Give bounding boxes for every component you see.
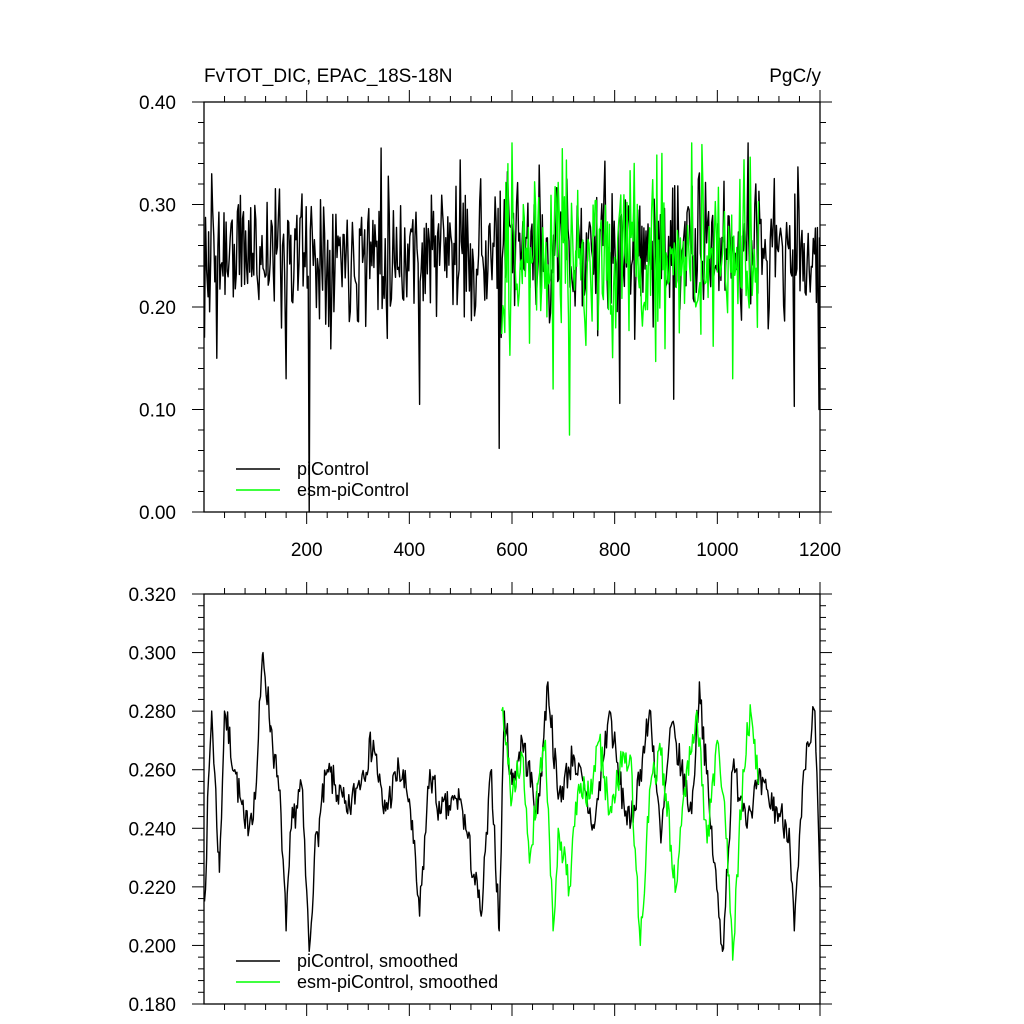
y-tick-label: 0.220 [128,878,176,899]
x-tick-label: 600 [496,540,528,561]
x-tick-label: 1000 [696,540,738,561]
bottom-axis-ticks: 0.180 0.200 0.220 0.240 0.260 0.280 0.300 0.320 [128,582,832,1016]
top-chart-units: PgC/y [769,66,821,87]
y-tick-label: 0.200 [128,936,176,957]
x-tick-label: 800 [599,540,631,561]
x-tick-label: 1200 [799,540,841,561]
y-tick-label: 0.240 [128,819,176,840]
series-line-picontrol-smoothed [203,651,821,952]
y-tick-label: 0.320 [128,585,176,606]
legend-label-picontrol: piControl [297,459,369,479]
legend-label-esm-picontrol-smoothed: esm-piControl, smoothed [297,972,498,992]
y-tick-label: 0.20 [139,298,176,319]
top-series-esm-picontrol [501,142,760,436]
y-tick-label: 0.10 [139,401,176,422]
y-tick-label: 0.300 [128,644,176,665]
y-tick-label: 0.40 [139,93,176,114]
top-axis-ticks: 200 400 600 800 1000 1200 0.00 0.10 0.20 0.30 0.40 [139,90,841,561]
y-tick-label: 0.180 [128,995,176,1016]
y-tick-label: 0.00 [139,503,176,524]
x-tick-label: 200 [291,540,323,561]
x-tick-label: 400 [393,540,425,561]
series-line-esm-picontrol-smoothed [501,704,760,961]
series-line-esm-picontrol [501,142,760,436]
bottom-legend: piControl, smoothed esm-piControl, smoot… [236,951,498,992]
top-legend: piControl esm-piControl [236,459,409,500]
y-tick-label: 0.30 [139,196,176,217]
bottom-series-esm-picontrol-smoothed [501,704,760,961]
bottom-panel: 0.180 0.200 0.220 0.240 0.260 0.280 0.300 0.320… [128,582,832,1016]
legend-label-picontrol-smoothed: piControl, smoothed [297,951,458,971]
top-chart-title: FvTOT_DIC, EPAC_18S-18N [204,66,452,87]
top-panel: FvTOT_DIC, EPAC_18S-18N PgC/y 200 400 600 8… [139,66,841,561]
legend-label-esm-picontrol: esm-piControl [297,480,409,500]
y-tick-label: 0.280 [128,702,176,723]
y-tick-label: 0.260 [128,761,176,782]
bottom-series-picontrol-smoothed [203,651,821,952]
top-plot-frame [203,101,821,513]
bottom-plot-frame [203,593,821,1005]
